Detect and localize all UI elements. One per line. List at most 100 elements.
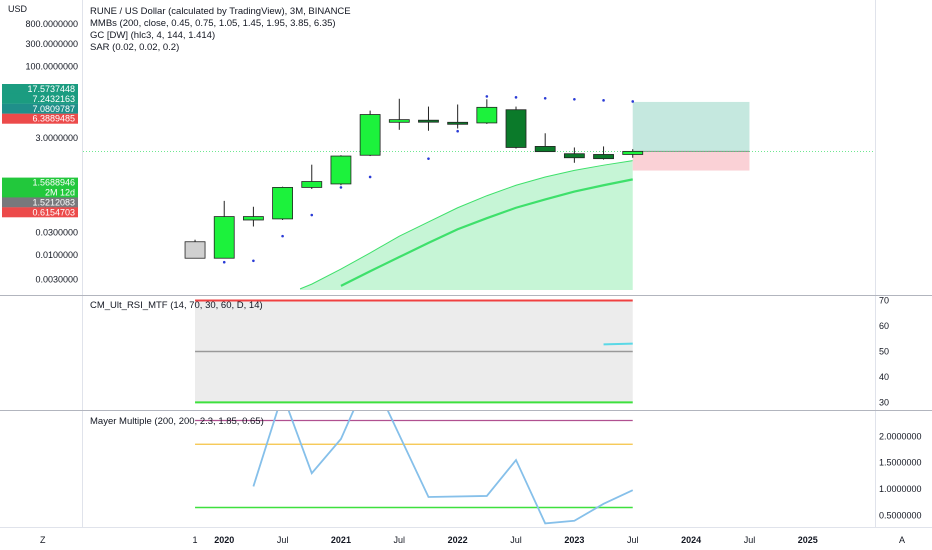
- price-badge-bg: [2, 197, 78, 208]
- price-badge-bg: [2, 93, 78, 104]
- price-tick-label: 3.0000000: [35, 133, 78, 143]
- candle-body: [359, 114, 381, 156]
- rsi-tick-label: 70: [879, 296, 889, 306]
- time-tick-label: Jul: [744, 535, 756, 545]
- price-badge: 1.5688946: [32, 178, 75, 188]
- sar-dot: [514, 96, 518, 99]
- mayer-tick-label: 1.0000000: [879, 484, 922, 494]
- time-tick-label: Jul: [394, 535, 406, 545]
- price-tick-label: 0.0300000: [35, 227, 78, 237]
- auto-scale-right-button[interactable]: A: [899, 535, 905, 545]
- time-tick-label: Jul: [510, 535, 522, 545]
- sar-dot: [222, 260, 226, 264]
- time-tick-label: Jul: [277, 535, 289, 545]
- mayer-title[interactable]: Mayer Multiple (200, 200, 2.3, 1.85, 0.6…: [90, 416, 264, 427]
- sar-dot: [368, 175, 372, 179]
- candle-body: [388, 119, 410, 123]
- sar-dot: [602, 99, 605, 102]
- candle-body: [301, 181, 323, 188]
- sar-dot: [485, 95, 489, 98]
- price-tick-label: 0.0030000: [35, 275, 78, 285]
- price-badge-bg: [2, 187, 78, 198]
- indicator-mmbs-label[interactable]: MMBs (200, close, 0.45, 0.75, 1.05, 1.45…: [90, 18, 336, 29]
- sar-dot: [339, 186, 343, 189]
- gc-basis-line: [340, 178, 633, 287]
- price-badge: 7.0809787: [32, 104, 75, 114]
- time-tick-label: 2023: [564, 535, 584, 545]
- candle-body: [505, 109, 527, 148]
- price-tick-label: 0.0100000: [35, 250, 78, 260]
- rsi-line: [603, 342, 633, 346]
- time-tick-label: 2020: [214, 535, 234, 545]
- candle-body: [330, 155, 352, 185]
- price-tick-label: 800.0000000: [25, 19, 78, 29]
- sar-dot: [631, 100, 635, 103]
- candle-body: [243, 216, 264, 221]
- rsi-pane[interactable]: CM_Ult_RSI_MTF (14, 70, 30, 60, D, 14) 7…: [90, 296, 889, 408]
- candle-body: [593, 154, 614, 160]
- position-stop-zone: [632, 151, 750, 171]
- candlesticks: [184, 98, 644, 259]
- candle-body: [622, 150, 644, 155]
- mayer-tick-labels: 2.0000000 1.5000000 1.0000000 0.5000000: [879, 431, 922, 520]
- position-target-zone: [632, 101, 750, 152]
- price-badge-bg: [2, 103, 78, 114]
- candle-body: [476, 106, 498, 124]
- mayer-pane[interactable]: Mayer Multiple (200, 200, 2.3, 1.85, 0.6…: [90, 373, 922, 525]
- sar-dot: [543, 96, 547, 100]
- left-price-scale[interactable]: USD 800.0000000 300.0000000 100.0000000 3.0…: [2, 4, 78, 285]
- price-badge: 17.5737448: [27, 84, 75, 94]
- time-tick-label: 1: [193, 535, 198, 545]
- time-tick-label: 2022: [448, 535, 468, 545]
- rsi-plot: [195, 299, 633, 404]
- price-badge-bg: [2, 84, 78, 94]
- mayer-line: [252, 411, 634, 525]
- mayer-tick-label: 0.5000000: [879, 510, 922, 520]
- sar-dots: [222, 95, 635, 264]
- candle-body: [418, 119, 439, 123]
- rsi-title[interactable]: CM_Ult_RSI_MTF (14, 70, 30, 60, D, 14): [90, 300, 263, 311]
- indicator-gc-label[interactable]: GC [DW] (hlc3, 4, 144, 1.414): [90, 30, 215, 41]
- time-tick-label: 2025: [798, 535, 818, 545]
- price-badge-bg: [2, 177, 78, 188]
- time-axis[interactable]: 1 2020 Jul 2021 Jul 2022 Jul 2023 Jul 2024 Jul 2025: [193, 535, 818, 545]
- price-badge-bg: [2, 207, 78, 218]
- sar-dot: [573, 97, 576, 101]
- time-tick-label: 2021: [331, 535, 351, 545]
- mayer-tick-label: 2.0000000: [879, 431, 922, 441]
- price-badge: 1.5212083: [32, 197, 75, 207]
- time-tick-label: Jul: [627, 535, 639, 545]
- price-tick-label: 300.0000000: [25, 39, 78, 49]
- mayer-plot: [195, 411, 634, 525]
- price-badge: 6.3889485: [32, 114, 75, 124]
- price-tick-label: 100.0000000: [25, 61, 78, 71]
- chart-title: RUNE / US Dollar (calculated by TradingV…: [90, 6, 351, 17]
- candle-body: [213, 216, 235, 259]
- sar-dot: [310, 213, 314, 217]
- rsi-tick-label: 40: [879, 372, 889, 382]
- indicator-sar-label[interactable]: SAR (0.02, 0.02, 0.2): [90, 42, 179, 53]
- gc-upper-line: [299, 160, 633, 290]
- rsi-tick-labels: 70 60 50 40 30: [879, 296, 889, 408]
- price-badge-bg: [2, 113, 78, 124]
- position-tool[interactable]: [83, 101, 875, 171]
- candle-body: [534, 146, 556, 153]
- rsi-tick-label: 60: [879, 321, 889, 331]
- sar-dot: [456, 129, 459, 133]
- main-price-pane[interactable]: RUNE / US Dollar (calculated by TradingV…: [83, 6, 875, 290]
- rsi-tick-label: 50: [879, 346, 889, 356]
- candle-body: [184, 241, 206, 259]
- sar-dot: [281, 234, 284, 238]
- candle-body: [563, 153, 585, 159]
- auto-scale-left-button[interactable]: Z: [40, 535, 46, 545]
- rsi-tick-label: 30: [879, 397, 889, 407]
- sar-dot: [427, 157, 430, 160]
- currency-label: USD: [8, 4, 28, 14]
- sar-dot: [252, 259, 255, 263]
- candle-body: [272, 187, 293, 220]
- gc-band: [299, 160, 633, 290]
- time-tick-label: 2024: [681, 535, 701, 545]
- legend: RUNE / US Dollar (calculated by TradingV…: [90, 6, 351, 53]
